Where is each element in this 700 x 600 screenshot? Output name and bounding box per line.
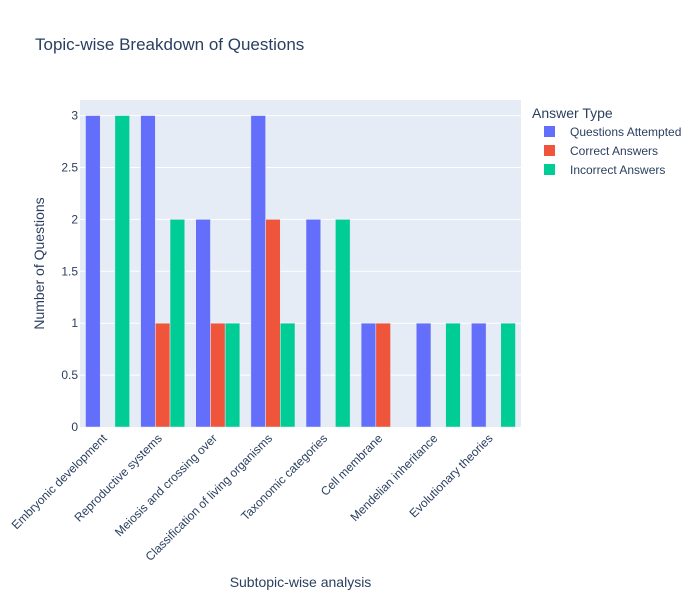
- bars: [85, 115, 516, 428]
- legend-item-label: Correct Answers: [570, 144, 658, 158]
- y-tick-label: 2: [71, 212, 78, 226]
- bar: [335, 219, 351, 428]
- bar: [375, 322, 391, 428]
- chart-title: Topic-wise Breakdown of Questions: [35, 35, 304, 54]
- legend-item-label: Incorrect Answers: [570, 163, 665, 177]
- y-tick-label: 0: [71, 420, 78, 434]
- legend-swatch: [544, 126, 555, 137]
- y-tick-label: 3: [71, 109, 78, 123]
- y-tick-label: 1: [71, 316, 78, 330]
- legend-item-label: Questions Attempted: [570, 125, 681, 139]
- bar: [155, 322, 171, 428]
- bar: [140, 115, 156, 428]
- bar: [360, 322, 377, 428]
- bar: [305, 219, 321, 428]
- legend-title: Answer Type: [532, 105, 613, 121]
- y-tick-label: 0.5: [61, 368, 78, 382]
- bar: [500, 322, 516, 428]
- bar: [169, 219, 185, 428]
- legend-swatch: [544, 164, 555, 175]
- y-axis-ticks: 0 0.5 1 1.5 2 2.5 3: [61, 109, 78, 434]
- y-tick-label: 2.5: [61, 160, 78, 174]
- y-tick-label: 1.5: [61, 264, 78, 278]
- bar: [416, 322, 432, 428]
- legend: Answer Type Questions Attempted Correct A…: [532, 105, 681, 177]
- bar: [114, 115, 130, 428]
- bar: [471, 322, 487, 428]
- x-axis-title: Subtopic-wise analysis: [230, 574, 372, 590]
- y-axis-title: Number of Questions: [31, 197, 47, 329]
- bar: [195, 219, 211, 428]
- bar: [210, 322, 226, 428]
- bar: [224, 322, 241, 428]
- bar: [280, 322, 296, 428]
- bar: [445, 322, 461, 428]
- bar: [85, 115, 101, 428]
- bar: [265, 219, 281, 428]
- legend-swatch: [544, 145, 555, 156]
- bar: [250, 115, 266, 428]
